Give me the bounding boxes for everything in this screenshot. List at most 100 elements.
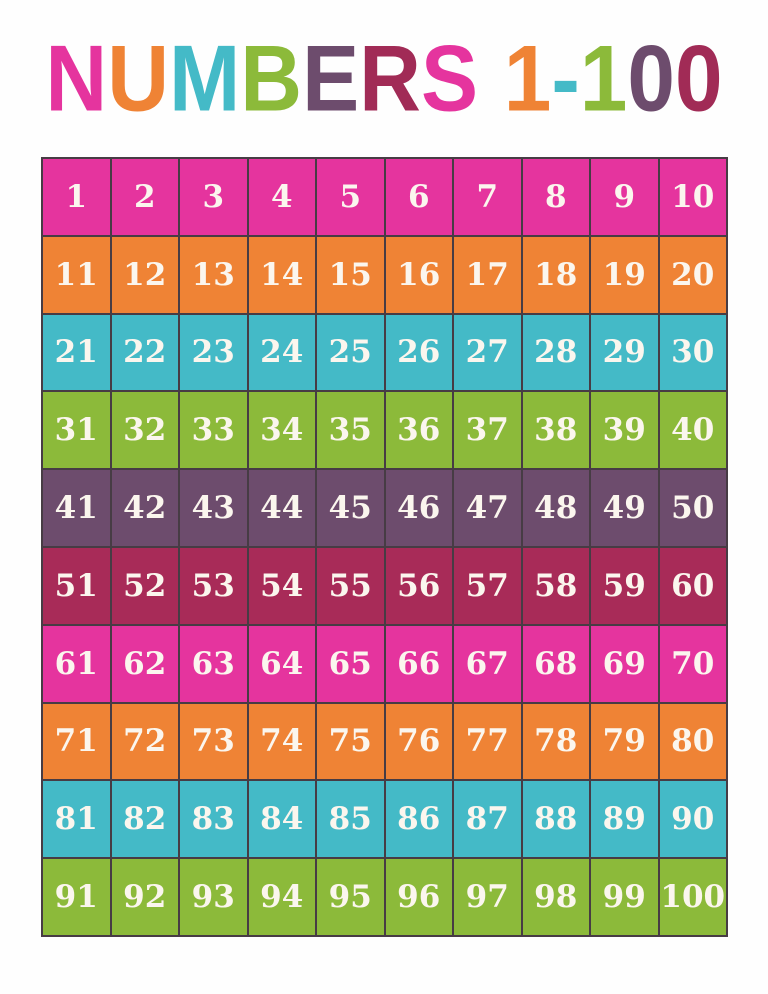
number-cell: 22 [110,313,179,392]
number-cell: 90 [658,780,727,859]
numbers-grid: 1 2 3 4 5 6 7 8 9 10 11 12 13 14 15 16 17 18 19 20 21 22 23 24 2… [41,157,728,937]
number-cell: 75 [316,702,385,781]
number-cell: 53 [179,547,248,625]
number-cell: 68 [521,624,590,703]
number-cell: 19 [590,235,659,314]
number-cell: 26 [384,313,453,392]
number-cell: 5 [316,158,385,236]
number-cell: 49 [590,469,659,547]
number-cell: 37 [453,391,522,470]
number-cell: 15 [316,235,385,314]
number-cell: 20 [658,235,727,314]
title-letter: S [420,26,479,131]
number-cell: 16 [384,235,453,314]
number-cell: 3 [179,158,248,236]
number-cell: 92 [110,858,179,936]
number-cell: 6 [384,158,453,236]
number-cell: 94 [247,858,316,936]
number-cell: 64 [247,624,316,703]
number-cell: 43 [179,469,248,547]
number-cell: 77 [453,702,522,781]
title-letter: M [169,26,241,131]
number-cell: 25 [316,313,385,392]
number-cell: 21 [42,313,111,392]
number-cell: 57 [453,547,522,625]
number-cell: 18 [521,235,590,314]
number-cell: 11 [42,235,111,314]
number-cell: 89 [590,780,659,859]
number-cell: 13 [179,235,248,314]
number-cell: 33 [179,391,248,470]
number-cell: 69 [590,624,659,703]
number-cell: 61 [42,624,111,703]
number-cell: 44 [247,469,316,547]
number-cell: 35 [316,391,385,470]
number-cell: 1 [42,158,111,236]
number-cell: 98 [521,858,590,936]
number-cell: 46 [384,469,453,547]
number-cell: 86 [384,780,453,859]
title-letter: N [45,26,108,131]
number-cell: 45 [316,469,385,547]
number-cell: 87 [453,780,522,859]
number-cell: 59 [590,547,659,625]
number-cell: 99 [590,858,659,936]
number-cell: 39 [590,391,659,470]
number-cell: 79 [590,702,659,781]
number-cell: 28 [521,313,590,392]
number-cell: 47 [453,469,522,547]
number-cell: 14 [247,235,316,314]
number-cell: 93 [179,858,248,936]
number-cell: 67 [453,624,522,703]
number-cell: 41 [42,469,111,547]
number-cell: 24 [247,313,316,392]
number-cell: 55 [316,547,385,625]
number-cell: 80 [658,702,727,781]
number-cell: 85 [316,780,385,859]
title-letter: B [240,26,303,131]
number-cell: 4 [247,158,316,236]
number-cell: 31 [42,391,111,470]
title-letter: 1 [579,26,628,131]
number-cell: 97 [453,858,522,936]
title-letter: - [551,26,580,131]
number-cell: 34 [247,391,316,470]
number-cell: 27 [453,313,522,392]
number-cell: 38 [521,391,590,470]
number-cell: 48 [521,469,590,547]
number-cell: 91 [42,858,111,936]
number-cell: 9 [590,158,659,236]
number-cell: 54 [247,547,316,625]
title-letter: 1 [503,26,552,131]
number-cell: 62 [110,624,179,703]
number-cell: 63 [179,624,248,703]
title-letter: 0 [674,26,723,131]
number-cell: 7 [453,158,522,236]
number-cell: 70 [658,624,727,703]
number-cell: 100 [658,858,727,936]
number-cell: 56 [384,547,453,625]
number-cell: 76 [384,702,453,781]
number-cell: 2 [110,158,179,236]
number-cell: 12 [110,235,179,314]
number-cell: 72 [110,702,179,781]
number-cell: 60 [658,547,727,625]
number-cell: 81 [42,780,111,859]
number-cell: 74 [247,702,316,781]
number-cell: 66 [384,624,453,703]
number-cell: 73 [179,702,248,781]
number-cell: 65 [316,624,385,703]
number-cell: 50 [658,469,727,547]
number-cell: 23 [179,313,248,392]
number-cell: 36 [384,391,453,470]
number-cell: 17 [453,235,522,314]
number-cell: 8 [521,158,590,236]
number-cell: 84 [247,780,316,859]
number-cell: 10 [658,158,727,236]
number-cell: 78 [521,702,590,781]
title-letter: 0 [627,26,675,131]
title-letter: E [302,26,360,131]
number-cell: 51 [42,547,111,625]
